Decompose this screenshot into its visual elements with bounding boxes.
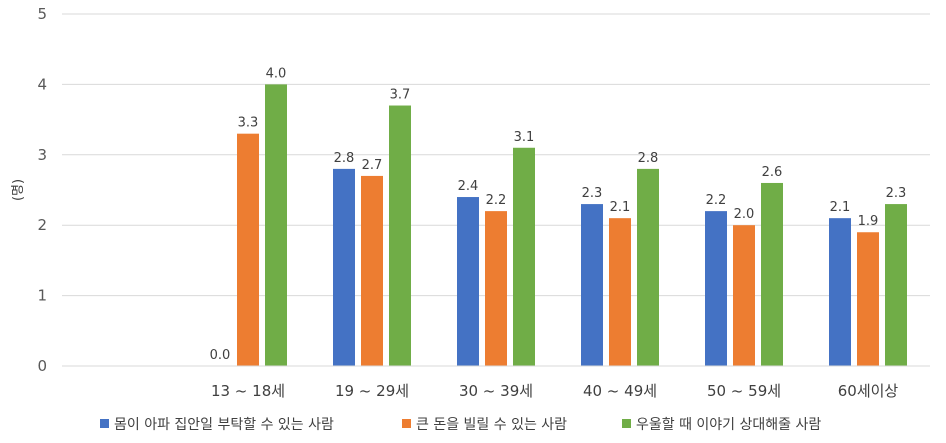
x-tick-label: 19 ~ 29세: [335, 382, 409, 400]
data-label: 2.2: [706, 193, 727, 208]
legend-swatch: [402, 419, 411, 428]
bar-series-2: [609, 218, 631, 366]
legend-swatch: [100, 419, 109, 428]
bar-series-2: [485, 211, 507, 366]
bar-series-1: [457, 197, 479, 366]
bars: [237, 84, 907, 367]
data-label: 2.6: [762, 165, 783, 180]
bar-series-1: [581, 204, 603, 366]
y-tick-label: 1: [37, 287, 47, 305]
bar-series-3: [885, 204, 907, 366]
data-label: 0.0: [210, 348, 231, 363]
data-label: 4.0: [266, 66, 287, 81]
legend-swatch: [622, 419, 631, 428]
legend-label: 우울할 때 이야기 상대해줄 사람: [636, 417, 821, 433]
x-axis: 13 ~ 18세 19 ~ 29세 30 ~ 39세 40 ~ 49세 50 ~ 59세…: [62, 365, 930, 400]
data-label: 3.3: [238, 116, 259, 131]
bar-series-1: [705, 211, 727, 366]
x-tick-label: 50 ~ 59세: [707, 382, 781, 400]
y-tick-label: 4: [37, 75, 47, 93]
data-labels: 0.0 2.8 2.4 2.3 2.2 2.1 3.3 2.7 2.2 2.1 2.0 1.9 4.0 3…: [210, 66, 907, 363]
x-tick-label: 40 ~ 49세: [583, 382, 657, 400]
data-label: 2.7: [362, 158, 383, 173]
legend-label: 몸이 아파 집안일 부탁할 수 있는 사람: [114, 417, 334, 433]
bar-series-1: [333, 168, 355, 366]
bar-series-1: [829, 218, 851, 366]
data-label: 2.0: [734, 207, 755, 222]
bar-series-3: [265, 84, 287, 367]
y-tick-label: 2: [37, 216, 47, 234]
x-tick-label: 60세이상: [838, 382, 899, 400]
bar-series-2: [237, 133, 259, 366]
y-tick-label: 0: [37, 357, 47, 375]
data-label: 2.8: [638, 151, 659, 166]
bar-series-3: [513, 147, 535, 366]
data-label: 1.9: [858, 214, 879, 229]
data-label: 2.3: [582, 186, 603, 201]
x-tick-label: 13 ~ 18세: [211, 382, 285, 400]
bar-series-3: [389, 105, 411, 367]
data-label: 3.7: [390, 88, 411, 103]
bar-series-2: [857, 232, 879, 366]
data-label: 3.1: [514, 130, 535, 145]
bar-series-3: [761, 182, 783, 366]
y-tick-label: 5: [37, 5, 47, 23]
data-label: 2.8: [334, 151, 355, 166]
bar-series-3: [637, 168, 659, 366]
y-axis: 0 1 2 3 4 5: [37, 5, 47, 375]
data-label: 2.2: [486, 193, 507, 208]
data-label: 2.1: [830, 200, 851, 215]
legend: 몸이 아파 집안일 부탁할 수 있는 사람 큰 돈을 빌릴 수 있는 사람 우울할 …: [100, 417, 821, 433]
y-axis-label: (명): [11, 179, 26, 201]
bar-series-2: [361, 175, 383, 366]
y-tick-label: 3: [37, 146, 47, 164]
x-tick-label: 30 ~ 39세: [459, 382, 533, 400]
data-label: 2.4: [458, 179, 479, 194]
data-label: 2.1: [610, 200, 631, 215]
legend-label: 큰 돈을 빌릴 수 있는 사람: [416, 417, 567, 433]
data-label: 2.3: [886, 186, 907, 201]
bar-series-2: [733, 225, 755, 366]
